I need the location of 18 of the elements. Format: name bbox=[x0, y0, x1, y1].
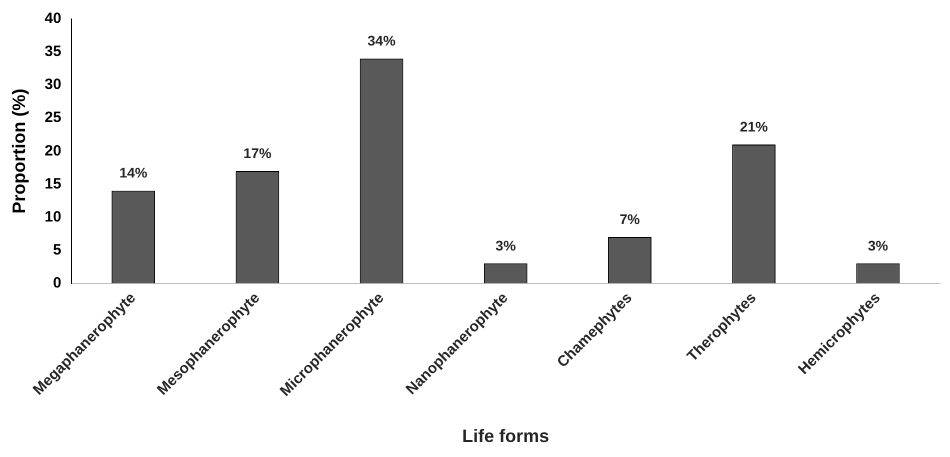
y-tick-label: 25 bbox=[44, 109, 62, 126]
y-axis-title: Proportion (%) bbox=[8, 88, 29, 214]
data-label: 21% bbox=[740, 118, 768, 134]
y-tick-label: 20 bbox=[44, 142, 62, 160]
y-tick-label: 0 bbox=[52, 274, 62, 292]
y-tick-label: 5 bbox=[52, 241, 62, 258]
y-tick-label: 15 bbox=[44, 175, 62, 192]
x-axis-title: Life forms bbox=[462, 426, 550, 446]
data-label: 17% bbox=[243, 144, 272, 161]
y-tick-label: 35 bbox=[44, 43, 62, 60]
data-label: 3% bbox=[496, 237, 516, 254]
data-label: 7% bbox=[620, 210, 640, 227]
data-label: 3% bbox=[868, 237, 889, 254]
data-label: 34% bbox=[368, 32, 396, 48]
y-tick-label: 40 bbox=[44, 10, 62, 28]
data-label: 14% bbox=[119, 164, 148, 181]
y-tick-label: 10 bbox=[44, 208, 62, 226]
y-tick-label: 30 bbox=[44, 76, 62, 94]
